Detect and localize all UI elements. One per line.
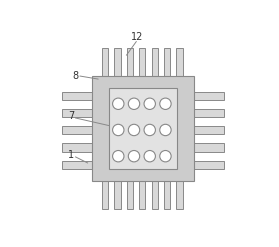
Bar (62, 109, 92, 117)
Bar (127, 48, 133, 76)
Bar (164, 181, 170, 209)
Bar (194, 126, 224, 134)
Circle shape (144, 124, 155, 136)
Bar (109, 88, 177, 169)
Bar (114, 181, 121, 209)
Circle shape (113, 150, 124, 162)
Bar (102, 48, 108, 76)
Bar (62, 144, 92, 152)
Bar (164, 48, 170, 76)
Bar (62, 161, 92, 169)
Bar (151, 181, 158, 209)
Circle shape (160, 124, 171, 136)
Bar (151, 48, 158, 76)
Bar (114, 48, 121, 76)
Bar (102, 181, 108, 209)
Bar (176, 48, 183, 76)
Bar (62, 126, 92, 134)
Circle shape (160, 150, 171, 162)
Text: 8: 8 (73, 71, 79, 81)
Circle shape (128, 98, 140, 109)
Text: 1: 1 (68, 150, 74, 161)
Circle shape (113, 124, 124, 136)
Bar (62, 92, 92, 100)
Bar (194, 109, 224, 117)
Circle shape (144, 150, 155, 162)
Circle shape (144, 98, 155, 109)
Bar (194, 144, 224, 152)
Bar (194, 92, 224, 100)
Circle shape (128, 150, 140, 162)
Circle shape (113, 98, 124, 109)
Circle shape (160, 98, 171, 109)
Bar (139, 181, 145, 209)
Circle shape (128, 124, 140, 136)
Bar (127, 181, 133, 209)
Text: 12: 12 (131, 32, 143, 42)
Bar (92, 76, 194, 181)
Bar (176, 181, 183, 209)
Bar (194, 161, 224, 169)
Bar (139, 48, 145, 76)
Text: 7: 7 (68, 111, 74, 122)
